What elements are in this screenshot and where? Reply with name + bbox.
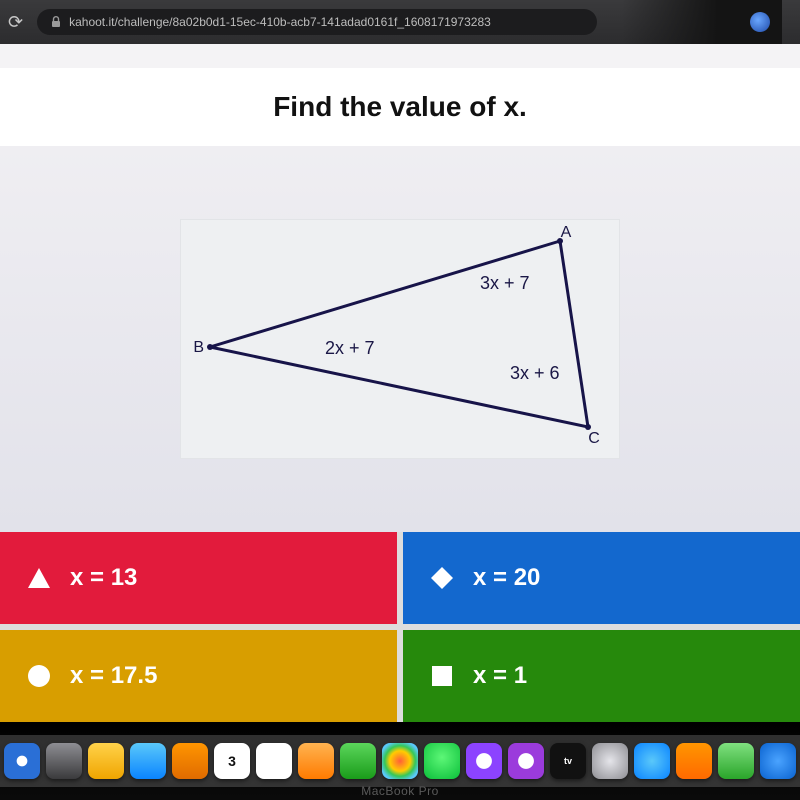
answer-red[interactable]: x = 13 bbox=[0, 532, 397, 624]
dock-app-music[interactable] bbox=[466, 743, 502, 779]
answer-text: x = 1 bbox=[473, 662, 527, 690]
dock-app-numbers[interactable] bbox=[340, 743, 376, 779]
dock-app-appletv[interactable]: tv bbox=[550, 743, 586, 779]
triangle-icon bbox=[26, 565, 52, 591]
question-bar: Find the value of x. bbox=[0, 68, 800, 146]
dock-app-podcasts[interactable] bbox=[508, 743, 544, 779]
dock-app-books[interactable] bbox=[676, 743, 712, 779]
answer-green[interactable]: x = 1 bbox=[403, 630, 800, 722]
browser-toolbar: ⟳ kahoot.it/challenge/8a02b0d1-15ec-410b… bbox=[0, 0, 800, 44]
figure-area: A B C 3x + 7 2x + 7 3x + 6 bbox=[0, 146, 800, 532]
answer-blue[interactable]: x = 20 bbox=[403, 532, 800, 624]
answer-text: x = 17.5 bbox=[70, 662, 157, 690]
svg-text:B: B bbox=[193, 339, 204, 356]
dock-app-pages[interactable] bbox=[298, 743, 334, 779]
dock-app-appstore[interactable] bbox=[634, 743, 670, 779]
dock-app-photos[interactable] bbox=[382, 743, 418, 779]
svg-text:3x + 7: 3x + 7 bbox=[480, 273, 530, 293]
kahoot-page: Find the value of x. A B C 3x + 7 2x + 7… bbox=[0, 44, 800, 722]
question-text: Find the value of x. bbox=[273, 91, 527, 123]
dock-app-notes[interactable] bbox=[88, 743, 124, 779]
dock-app-mail[interactable] bbox=[130, 743, 166, 779]
address-bar[interactable]: kahoot.it/challenge/8a02b0d1-15ec-410b-a… bbox=[37, 9, 597, 35]
lock-icon bbox=[51, 16, 61, 28]
dock-app-calendar[interactable]: 3 bbox=[214, 743, 250, 779]
reload-button[interactable]: ⟳ bbox=[8, 12, 23, 33]
dock-app-messages[interactable] bbox=[424, 743, 460, 779]
url-text: kahoot.it/challenge/8a02b0d1-15ec-410b-a… bbox=[69, 15, 491, 29]
extension-icon[interactable] bbox=[750, 12, 770, 32]
dock: 3 tv bbox=[0, 735, 800, 787]
dock-app-launchpad[interactable] bbox=[46, 743, 82, 779]
dock-app-safari[interactable] bbox=[4, 743, 40, 779]
square-icon bbox=[429, 663, 455, 689]
triangle-figure: A B C 3x + 7 2x + 7 3x + 6 bbox=[180, 219, 620, 459]
dock-app-maps[interactable] bbox=[718, 743, 754, 779]
dock-app-bluetooth[interactable] bbox=[760, 743, 796, 779]
answer-text: x = 20 bbox=[473, 564, 540, 592]
answer-grid: x = 13 x = 20 x = 17.5 x = 1 bbox=[0, 532, 800, 722]
svg-text:2x + 7: 2x + 7 bbox=[325, 338, 375, 358]
dock-app-calc[interactable] bbox=[172, 743, 208, 779]
answer-yellow[interactable]: x = 17.5 bbox=[0, 630, 397, 722]
dock-app-settings[interactable] bbox=[592, 743, 628, 779]
dock-app-reminders[interactable] bbox=[256, 743, 292, 779]
answer-text: x = 13 bbox=[70, 564, 137, 592]
svg-text:A: A bbox=[561, 224, 572, 241]
diamond-icon bbox=[429, 565, 455, 591]
laptop-label: MacBook Pro bbox=[361, 784, 439, 798]
svg-text:3x + 6: 3x + 6 bbox=[510, 363, 560, 383]
svg-text:C: C bbox=[588, 430, 600, 447]
circle-icon bbox=[26, 663, 52, 689]
macos-dock-area: 3 tv MacBook Pro bbox=[0, 722, 800, 800]
